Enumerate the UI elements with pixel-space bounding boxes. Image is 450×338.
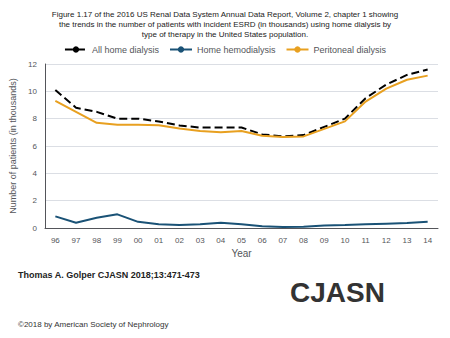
- svg-text:09: 09: [320, 236, 329, 245]
- svg-text:the trends in the number of pa: the trends in the number of patients wit…: [59, 20, 391, 29]
- svg-text:Number of patients (in thousan: Number of patients (in thousands): [8, 78, 18, 214]
- svg-text:97: 97: [72, 236, 81, 245]
- svg-text:96: 96: [51, 236, 60, 245]
- svg-text:6: 6: [33, 142, 38, 151]
- svg-text:type of therapy in the United: type of therapy in the United States pop…: [142, 30, 308, 39]
- svg-text:Peritoneal dialysis: Peritoneal dialysis: [314, 45, 387, 55]
- svg-text:©2018 by American Society of N: ©2018 by American Society of Nephrology: [18, 320, 168, 329]
- svg-text:All home dialysis: All home dialysis: [92, 45, 160, 55]
- svg-text:2: 2: [33, 196, 38, 205]
- svg-text:02: 02: [175, 236, 184, 245]
- svg-text:00: 00: [134, 236, 143, 245]
- svg-text:CJASN: CJASN: [290, 277, 385, 308]
- svg-text:07: 07: [278, 236, 287, 245]
- svg-text:04: 04: [216, 236, 225, 245]
- svg-text:99: 99: [113, 236, 122, 245]
- svg-text:Year: Year: [231, 248, 252, 259]
- svg-text:12: 12: [28, 60, 37, 69]
- svg-text:Figure 1.17 of the 2016 US Ren: Figure 1.17 of the 2016 US Renal Data Sy…: [52, 10, 398, 19]
- svg-text:01: 01: [154, 236, 163, 245]
- svg-text:08: 08: [299, 236, 308, 245]
- svg-text:11: 11: [361, 236, 370, 245]
- svg-text:98: 98: [92, 236, 101, 245]
- svg-text:13: 13: [403, 236, 412, 245]
- svg-text:14: 14: [423, 236, 432, 245]
- svg-text:0: 0: [33, 224, 38, 233]
- svg-text:05: 05: [237, 236, 246, 245]
- svg-text:12: 12: [382, 236, 391, 245]
- svg-text:Home hemodialysis: Home hemodialysis: [197, 45, 276, 55]
- svg-text:Thomas A. Golper CJASN 2018;13: Thomas A. Golper CJASN 2018;13:471-473: [18, 270, 200, 280]
- svg-text:06: 06: [258, 236, 267, 245]
- svg-text:8: 8: [33, 114, 38, 123]
- svg-text:4: 4: [33, 169, 38, 178]
- svg-text:10: 10: [28, 87, 37, 96]
- svg-text:10: 10: [340, 236, 349, 245]
- svg-text:03: 03: [196, 236, 205, 245]
